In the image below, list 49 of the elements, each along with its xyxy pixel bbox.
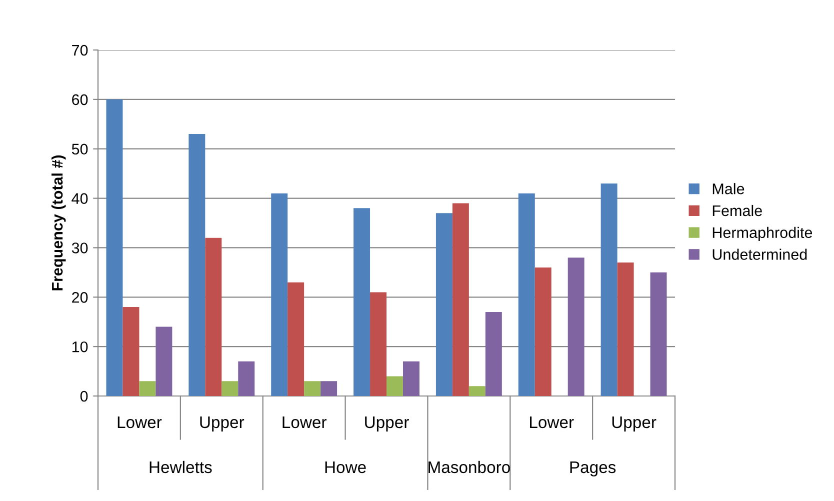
bar (320, 381, 338, 396)
y-tick-label: 0 (80, 390, 88, 402)
y-tick-label: 30 (72, 242, 88, 254)
legend-label: Undetermined (712, 248, 807, 260)
bar (485, 312, 502, 396)
y-tick-label: 60 (72, 94, 88, 106)
x-tick-label: Upper (200, 416, 244, 432)
bar (271, 193, 288, 396)
bar (518, 193, 535, 396)
bar (156, 326, 172, 396)
bar (205, 238, 222, 396)
x-tick-label: Lower (530, 416, 574, 428)
text: Masonboro (428, 460, 510, 474)
bar (304, 381, 321, 396)
bar (288, 282, 304, 396)
legend-label: Female (712, 204, 762, 216)
bar (452, 203, 469, 396)
bar (650, 272, 667, 396)
bar (188, 134, 206, 396)
x-tick-label: Lower (282, 416, 326, 428)
bar (106, 99, 123, 396)
y-tick-label: 20 (72, 292, 88, 303)
x-tick-label: Upper (612, 416, 656, 432)
bar (468, 386, 486, 396)
bar (436, 213, 452, 396)
legend-label: Hermaphrodite (712, 226, 812, 242)
bar (600, 183, 618, 396)
y-tick-label: 50 (72, 144, 88, 155)
bar (386, 376, 403, 396)
x-tick-label: Upper (365, 416, 409, 432)
y-tick-label: 40 (72, 193, 88, 204)
bar (139, 381, 156, 396)
text: Hewletts (150, 460, 212, 474)
legend-label: Male (712, 183, 744, 194)
bar (534, 267, 552, 396)
text: Pages (570, 462, 616, 476)
y-tick-label: 70 (72, 44, 88, 56)
bar (568, 258, 584, 396)
text: Howe (325, 462, 366, 474)
bar (617, 262, 634, 396)
y-axis-title: Frequency (total #) (51, 155, 66, 290)
bar (370, 292, 386, 396)
bar (402, 361, 420, 396)
y-tick-label: 10 (72, 341, 88, 352)
bar (238, 361, 255, 396)
bar (122, 307, 140, 396)
bar (222, 381, 238, 396)
bar (354, 208, 370, 396)
x-tick-label: Lower (118, 416, 162, 428)
